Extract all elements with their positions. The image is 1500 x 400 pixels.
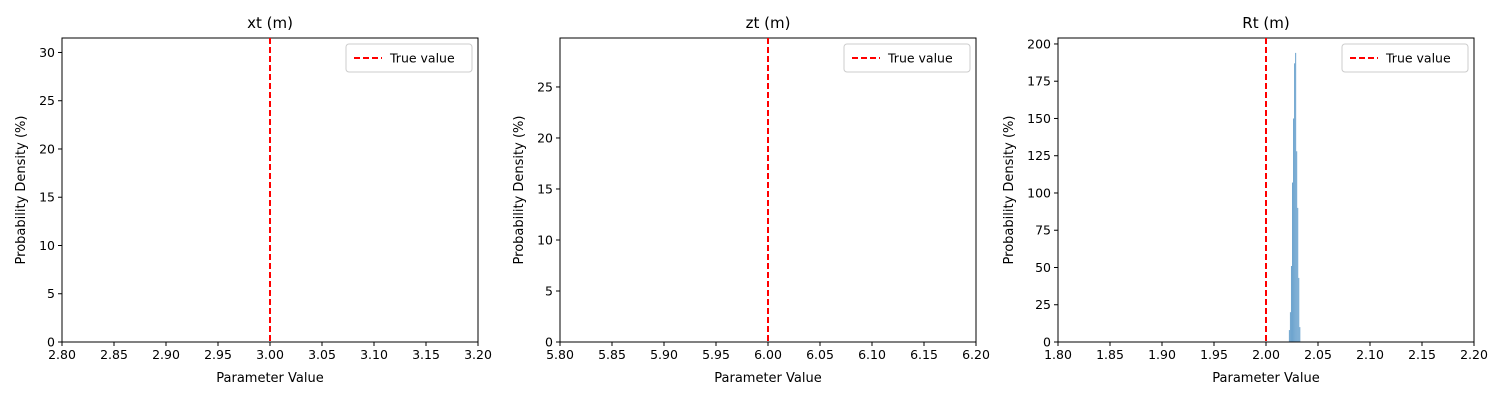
x-tick-label: 2.10: [1356, 347, 1384, 362]
y-tick-label: 25: [537, 79, 553, 94]
histogram-bar: [1295, 52, 1297, 342]
y-tick-label: 0: [47, 335, 55, 350]
chart-title: zt (m): [746, 14, 791, 32]
histogram-bar: [1293, 118, 1295, 343]
x-tick-label: 5.95: [702, 347, 730, 362]
y-axis-label: Probability Density (%): [1002, 116, 1017, 265]
y-tick-label: 25: [1035, 297, 1051, 312]
y-tick-label: 150: [1027, 111, 1051, 126]
x-tick-label: 5.90: [650, 347, 678, 362]
x-tick-label: 2.20: [1460, 347, 1488, 362]
x-tick-label: 2.05: [1304, 347, 1332, 362]
histogram-bar: [1288, 330, 1290, 342]
legend-box: [345, 43, 473, 73]
x-tick-label: 6.15: [910, 347, 938, 362]
legend-box: [843, 43, 971, 73]
legend-label: True value: [1385, 51, 1451, 66]
histogram-bar: [1296, 151, 1298, 342]
y-tick-label: 20: [39, 141, 55, 156]
x-axis-label: Parameter Value: [216, 371, 323, 386]
x-tick-label: 2.85: [100, 347, 128, 362]
histogram-bar: [1299, 327, 1301, 342]
x-tick-label: 3.05: [308, 347, 336, 362]
histogram-bar: [1294, 63, 1296, 342]
x-tick-label: 5.80: [546, 347, 574, 362]
x-tick-label: 6.05: [806, 347, 834, 362]
x-tick-label: 3.20: [464, 347, 492, 362]
x-tick-label: 2.00: [1252, 347, 1280, 362]
legend-label: True value: [389, 51, 455, 66]
y-axis-label: Probability Density (%): [14, 116, 29, 265]
x-tick-label: 2.90: [152, 347, 180, 362]
y-tick-label: 0: [1043, 335, 1051, 350]
y-tick-label: 200: [1027, 36, 1051, 51]
x-tick-label: 2.95: [204, 347, 232, 362]
y-tick-label: 5: [47, 286, 55, 301]
y-axis-label: Probability Density (%): [512, 116, 527, 265]
legend-label: True value: [887, 51, 953, 66]
histogram-bar: [1292, 182, 1294, 342]
y-tick-label: 50: [1035, 260, 1051, 275]
y-tick-label: 15: [39, 190, 55, 205]
x-tick-label: 3.00: [256, 347, 284, 362]
y-tick-label: 20: [537, 130, 553, 145]
y-tick-label: 10: [39, 238, 55, 253]
y-tick-label: 100: [1027, 185, 1051, 200]
panel-zt: zt (m) Parameter Value Probability Densi…: [512, 14, 990, 386]
histogram-bar: [1290, 266, 1292, 342]
legend-box: [1341, 43, 1469, 73]
chart-title: Rt (m): [1242, 14, 1289, 32]
panel-xt: xt (m) Parameter Value Probability Densi…: [14, 14, 492, 386]
y-tick-label: 15: [537, 181, 553, 196]
x-tick-label: 3.15: [412, 347, 440, 362]
x-tick-label: 6.20: [962, 347, 990, 362]
x-tick-label: 2.80: [48, 347, 76, 362]
x-tick-label: 1.85: [1096, 347, 1124, 362]
y-tick-label: 30: [39, 45, 55, 60]
y-tick-label: 75: [1035, 223, 1051, 238]
y-tick-label: 0: [545, 335, 553, 350]
y-tick-label: 125: [1027, 148, 1051, 163]
y-tick-label: 175: [1027, 74, 1051, 89]
x-tick-label: 1.95: [1200, 347, 1228, 362]
chart-title: xt (m): [247, 14, 293, 32]
histogram-bar: [1297, 207, 1299, 342]
x-axis-label: Parameter Value: [1212, 371, 1319, 386]
x-axis-label: Parameter Value: [714, 371, 821, 386]
y-tick-label: 10: [537, 232, 553, 247]
panel-rt: Rt (m) Parameter Value Probability Densi…: [1002, 14, 1488, 386]
x-tick-label: 1.90: [1148, 347, 1176, 362]
y-tick-label: 25: [39, 93, 55, 108]
x-tick-label: 6.10: [858, 347, 886, 362]
histogram-bar: [1298, 277, 1300, 342]
x-tick-label: 2.15: [1408, 347, 1436, 362]
histogram-bar: [1289, 312, 1291, 342]
x-tick-label: 1.80: [1044, 347, 1072, 362]
x-tick-label: 6.00: [754, 347, 782, 362]
x-tick-label: 3.10: [360, 347, 388, 362]
x-tick-label: 5.85: [598, 347, 626, 362]
y-tick-label: 5: [545, 283, 553, 298]
